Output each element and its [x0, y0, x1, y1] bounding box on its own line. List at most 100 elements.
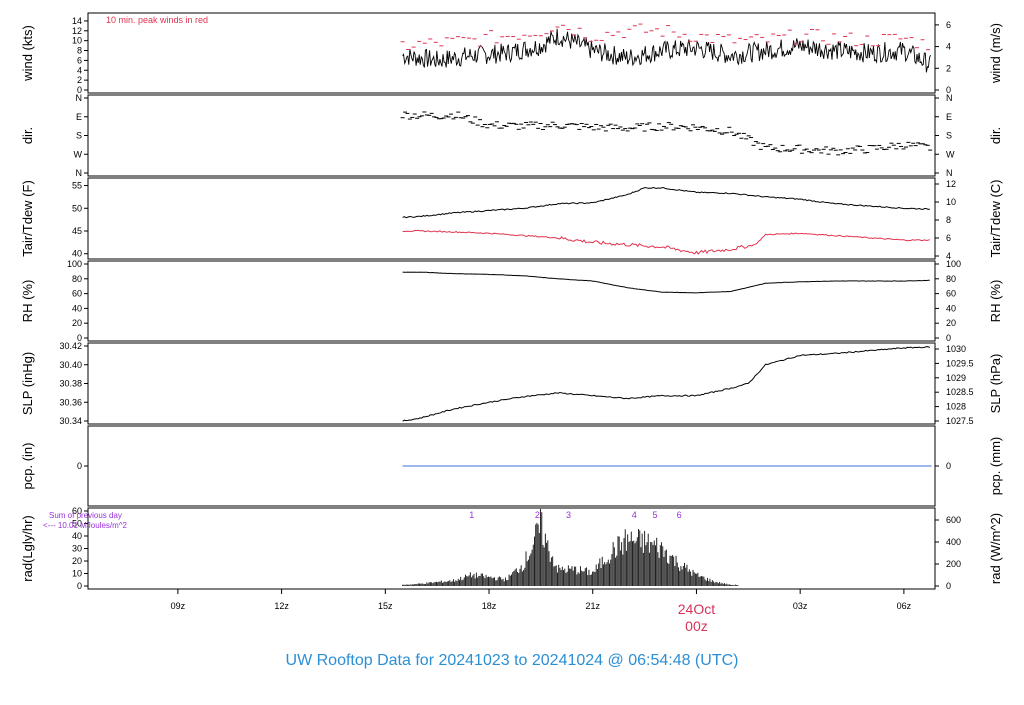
- wind-peak-note: 10 min. peak winds in red: [106, 15, 208, 25]
- y-tick-label-right: 600: [946, 515, 961, 525]
- wind-series-line: [402, 28, 931, 73]
- y-tick-label-right: 4: [946, 251, 951, 261]
- y-tick-label: 50: [72, 519, 82, 529]
- y-tick-label: 4: [77, 65, 82, 75]
- y-tick-label: 50: [72, 203, 82, 213]
- y-tick-label: S: [76, 131, 82, 141]
- y-tick-label: 55: [72, 181, 82, 191]
- y-tick-label: 100: [67, 259, 82, 269]
- y-tick-label: 40: [72, 303, 82, 313]
- rad-marker: 1: [469, 510, 474, 520]
- y-tick-label: 14: [72, 16, 82, 26]
- y-tick-label: 0: [77, 461, 82, 471]
- y-tick-label: 12: [72, 26, 82, 36]
- rad-marker: 6: [677, 510, 682, 520]
- day-label: 24Oct: [678, 601, 715, 617]
- tair-series-line: [402, 186, 930, 219]
- panel-ylabel-right: RH (%): [988, 280, 1003, 323]
- panel-ylabel-left: RH (%): [20, 280, 35, 323]
- tdew-series-line: [402, 229, 930, 255]
- y-tick-label-right: 60: [946, 289, 956, 299]
- x-tick-label: 03z: [793, 601, 808, 611]
- rad-note-line2: <--- 10.01 MJoules/m^2: [43, 521, 128, 530]
- y-tick-label-right: 8: [946, 215, 951, 225]
- y-tick-label-right: N: [946, 168, 953, 178]
- y-tick-label: 20: [72, 556, 82, 566]
- y-tick-label: E: [76, 112, 82, 122]
- y-tick-label-right: 0: [946, 333, 951, 343]
- rad-marker: 2: [535, 510, 540, 520]
- y-tick-label: 40: [72, 531, 82, 541]
- y-tick-label: 6: [77, 55, 82, 65]
- panel-frame-0: [87, 12, 936, 94]
- y-tick-label-right: 12: [946, 179, 956, 189]
- y-tick-label: 30.38: [59, 379, 82, 389]
- y-tick-label: 30.42: [59, 341, 82, 351]
- x-tick-label: 09z: [171, 601, 186, 611]
- y-tick-label: 8: [77, 46, 82, 56]
- y-tick-label: W: [74, 149, 83, 159]
- y-tick-label-right: 400: [946, 537, 961, 547]
- x-tick-label: 15z: [378, 601, 393, 611]
- y-tick-label-right: 1030: [946, 344, 966, 354]
- y-tick-label: N: [76, 168, 83, 178]
- panel-ylabel-right: SLP (hPa): [988, 354, 1003, 414]
- y-tick-label-right: 1029.5: [946, 358, 974, 368]
- panel-ylabel-left: pcp. (in): [20, 443, 35, 490]
- y-tick-label-right: S: [946, 131, 952, 141]
- panel-ylabel-right: Tair/Tdew (C): [988, 179, 1003, 257]
- y-tick-label-right: 80: [946, 274, 956, 284]
- y-tick-label-right: 1028: [946, 402, 966, 412]
- y-tick-label-right: 0: [946, 461, 951, 471]
- rad-marker: 3: [566, 510, 571, 520]
- panel-ylabel-left: dir.: [20, 127, 35, 144]
- panel-ylabel-right: pcp. (mm): [988, 437, 1003, 496]
- y-tick-label-right: 6: [946, 233, 951, 243]
- page-title: UW Rooftop Data for 20241023 to 20241024…: [286, 652, 739, 669]
- y-tick-label-right: 1028.5: [946, 387, 974, 397]
- y-tick-label: 45: [72, 226, 82, 236]
- panel-ylabel-right: dir.: [988, 127, 1003, 144]
- rh-series-line: [402, 271, 930, 294]
- y-tick-label-right: 200: [946, 559, 961, 569]
- y-tick-label: 0: [77, 581, 82, 591]
- x-tick-label: 12z: [274, 601, 289, 611]
- rad-note-line1: Sum of previous day: [49, 511, 122, 520]
- x-tick-label: 06z: [897, 601, 912, 611]
- panel-frame-3: [87, 260, 936, 342]
- panel-ylabel-left: Tair/Tdew (F): [20, 180, 35, 257]
- y-tick-label: 0: [77, 85, 82, 95]
- rad-marker: 4: [632, 510, 637, 520]
- panel-frame-1: [87, 94, 936, 177]
- y-tick-label: 60: [72, 506, 82, 516]
- y-tick-label-right: N: [946, 93, 953, 103]
- y-tick-label-right: 10: [946, 197, 956, 207]
- y-tick-label-right: 4: [946, 42, 951, 52]
- x-tick-label: 21z: [585, 601, 600, 611]
- y-tick-label: 30.34: [59, 416, 82, 426]
- y-tick-label-right: 40: [946, 303, 956, 313]
- y-tick-label: 30.36: [59, 397, 82, 407]
- panel-ylabel-right: wind (m/s): [988, 23, 1003, 84]
- day-hour-label: 00z: [685, 618, 708, 634]
- y-tick-label-right: 2: [946, 63, 951, 73]
- panel-ylabel-left: rad(Lgly/hr): [20, 515, 35, 581]
- x-tick-label: 18z: [482, 601, 497, 611]
- panel-ylabel-left: SLP (inHg): [20, 352, 35, 415]
- y-tick-label-right: 1027.5: [946, 416, 974, 426]
- panel-ylabel-right: rad (W/m^2): [988, 513, 1003, 584]
- y-tick-label: 0: [77, 333, 82, 343]
- y-tick-label-right: W: [946, 149, 955, 159]
- y-tick-label-right: 20: [946, 318, 956, 328]
- y-tick-label-right: E: [946, 112, 952, 122]
- y-tick-label: 20: [72, 318, 82, 328]
- y-tick-label: 30: [72, 544, 82, 554]
- y-tick-label-right: 6: [946, 20, 951, 30]
- y-tick-label: 10: [72, 36, 82, 46]
- panel-frame-2: [87, 177, 936, 260]
- y-tick-label-right: 1029: [946, 373, 966, 383]
- y-tick-label-right: 0: [946, 85, 951, 95]
- y-tick-label: 30.40: [59, 360, 82, 370]
